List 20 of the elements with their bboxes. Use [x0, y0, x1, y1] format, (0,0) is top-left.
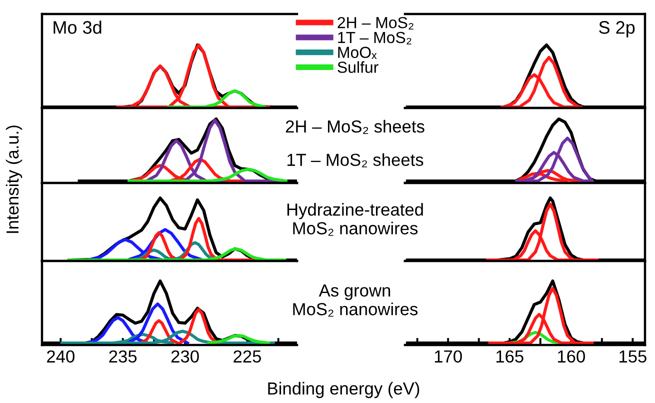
annotation: 2H – MoS₂ sheets — [286, 120, 424, 134]
x-tick-label: 240 — [47, 350, 74, 363]
x-tick-label: 235 — [109, 350, 137, 363]
annotation: 1T – MoS₂ sheets — [287, 153, 424, 168]
x-tick-label: 170 — [434, 350, 462, 363]
x-tick-label: 230 — [171, 350, 199, 363]
annotation: Hydrazine-treated MoS₂ nanowires — [287, 203, 423, 236]
legend-label: MoOₓ — [338, 46, 377, 60]
x-tick-label: 160 — [558, 350, 585, 363]
text: S 2p — [599, 21, 635, 38]
x-tick-label: 225 — [234, 350, 261, 363]
annotation: As grown MoS₂ nanowires — [293, 284, 418, 317]
legend-label: 2H – MoS₂ — [338, 16, 414, 30]
text: Sulfur — [338, 61, 378, 73]
x-axis-title: Binding energy (eV) — [268, 382, 420, 398]
x-tick-label: 165 — [496, 350, 524, 363]
y-axis-title: Intensity (a.u.) — [6, 126, 22, 233]
legend-label: 1T – MoS₂ — [338, 32, 412, 44]
text: Mo 3d — [54, 20, 102, 34]
x-tick-label: 155 — [620, 350, 646, 363]
